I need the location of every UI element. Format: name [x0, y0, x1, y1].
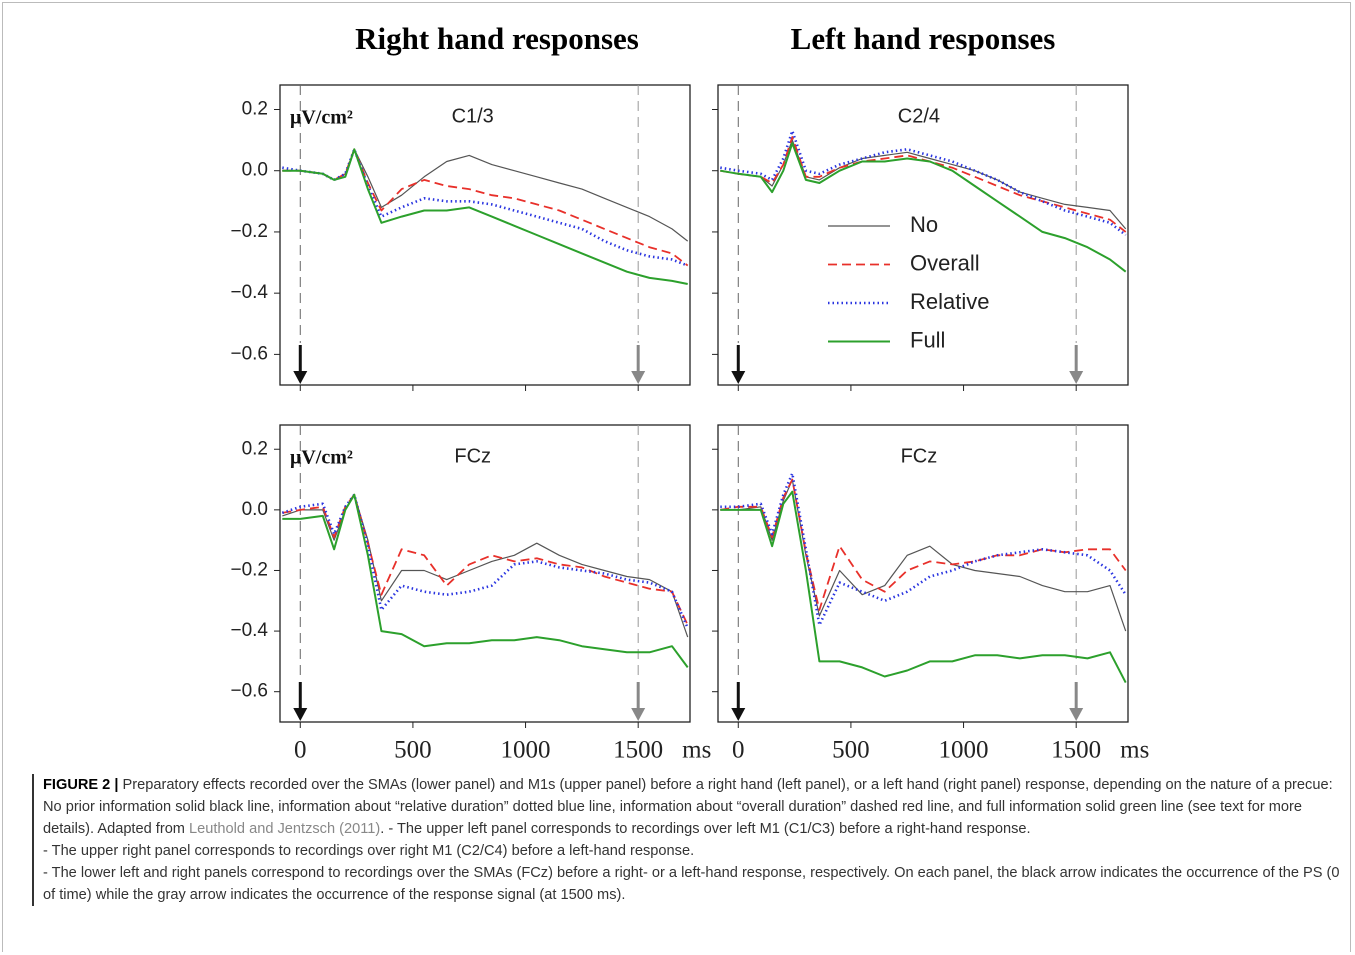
caption-text: - The upper right panel corresponds to r…: [43, 843, 695, 859]
event-arrow-head: [293, 371, 308, 384]
y-tick-label: 0.0: [242, 160, 268, 181]
series-line: [720, 479, 1127, 632]
caption: FIGURE 2 | Preparatory effects recorded …: [32, 774, 1343, 906]
series-line: [282, 148, 689, 267]
panel-label: C1/3: [452, 105, 494, 127]
plot-frame: [717, 84, 1129, 386]
x-tick-label: 1500: [1051, 737, 1101, 764]
plot-frame: [279, 84, 691, 386]
caption-text: - The lower left and right panels corres…: [43, 865, 1340, 903]
panel-label: FCz: [454, 445, 491, 467]
y-tick-label: 0.0: [242, 499, 268, 520]
column-title: Right hand responses: [355, 21, 639, 56]
event-arrow-head: [731, 371, 746, 384]
event-arrow-head: [631, 371, 646, 384]
series-line: [282, 493, 689, 626]
series-line: [282, 148, 689, 242]
x-tick-label: 0: [294, 737, 307, 764]
y-tick-label: −0.2: [230, 559, 268, 580]
series-line: [282, 493, 689, 668]
panel-label: C2/4: [898, 105, 940, 127]
y-unit: μV/cm²: [290, 107, 353, 129]
y-tick-label: 0.2: [242, 99, 268, 120]
y-tick-label: −0.6: [230, 343, 268, 364]
caption-link[interactable]: Leuthold and Jentzsch (2011): [189, 821, 381, 837]
legend-label: Full: [910, 327, 945, 352]
y-tick-label: −0.4: [230, 282, 268, 303]
event-arrow-head: [1069, 371, 1084, 384]
caption-text: Preparatory effects recorded over the SM…: [43, 777, 1333, 837]
caption-label: FIGURE 2 |: [43, 777, 119, 793]
event-arrow-head: [293, 708, 308, 721]
x-axis-label: ms: [682, 737, 711, 764]
y-tick-label: −0.6: [230, 681, 268, 702]
series-line: [720, 129, 1127, 237]
plot-frame: [279, 424, 691, 723]
plot-frame: [717, 424, 1129, 723]
y-unit: μV/cm²: [290, 447, 353, 469]
event-arrow-head: [1069, 708, 1084, 721]
legend-label: Relative: [910, 289, 989, 314]
series-line: [282, 148, 688, 285]
x-tick-label: 1000: [501, 737, 551, 764]
panel-label: FCz: [901, 445, 938, 467]
legend-label: Overall: [910, 250, 980, 275]
event-arrow-head: [631, 708, 646, 721]
x-tick-label: 500: [394, 737, 432, 764]
y-tick-label: −0.2: [230, 221, 268, 242]
y-tick-label: 0.2: [242, 438, 268, 459]
figure: Right hand responses Left hand responses…: [230, 21, 1149, 764]
y-tick-label: −0.4: [230, 620, 268, 641]
x-axis-label: ms: [1120, 737, 1149, 764]
series-line: [720, 490, 1127, 684]
column-title: Left hand responses: [791, 21, 1056, 56]
x-tick-label: 500: [832, 737, 870, 764]
x-tick-label: 1500: [613, 737, 663, 764]
series-line: [720, 478, 1127, 611]
x-tick-label: 0: [732, 737, 745, 764]
legend-label: No: [910, 212, 938, 237]
series-line: [720, 142, 1127, 273]
x-tick-label: 1000: [939, 737, 989, 764]
series-line: [720, 136, 1127, 233]
series-line: [282, 148, 689, 267]
caption-text: . - The upper left panel corresponds to …: [380, 821, 1031, 837]
event-arrow-head: [731, 708, 746, 721]
